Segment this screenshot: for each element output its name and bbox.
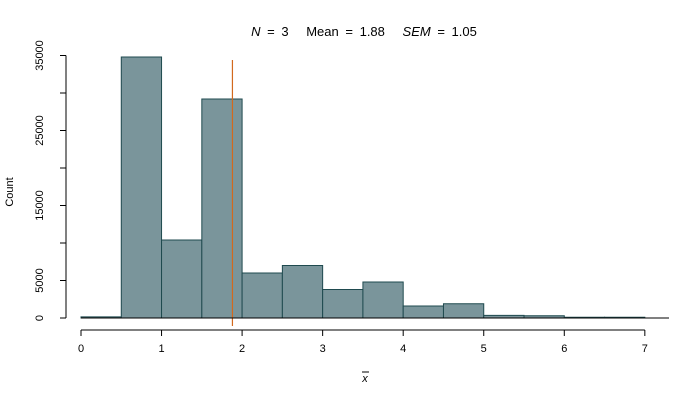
title-mean-equals: = [345, 24, 353, 39]
x-axis-label: x [361, 373, 368, 385]
y-axis-tick-label-3: 25000 [34, 115, 46, 146]
histogram-bar-5 [281, 265, 324, 319]
x-axis-tick-label-2: 2 [239, 343, 245, 355]
title-mean-value: 1.88 [360, 24, 385, 39]
y-axis-label: Count [4, 177, 16, 206]
x-axis-tick-label-1: 1 [158, 343, 164, 355]
histogram-bars [80, 56, 646, 319]
y-axis-ticks: 0 5000 15000 25000 35000 [34, 40, 66, 321]
x-axis-tick-label-5: 5 [481, 343, 487, 355]
title-n-label: N [251, 24, 261, 39]
x-axis-tick-label-7: 7 [642, 343, 648, 355]
title-sem-equals: = [437, 24, 445, 39]
y-axis-tick-label-0: 0 [34, 315, 46, 321]
histogram-bar-8 [402, 305, 444, 319]
x-axis-tick-label-6: 6 [561, 343, 567, 355]
y-axis-tick-label-4: 35000 [34, 40, 46, 71]
chart-title: N = 3 Mean = 1.88 SEM = 1.05 [251, 24, 477, 39]
histogram-bar-3 [201, 98, 243, 319]
x-axis-tick-label-0: 0 [78, 343, 84, 355]
title-n-equals: = [267, 24, 275, 39]
histogram-bar-2 [161, 239, 203, 319]
histogram-bar-4 [241, 272, 283, 319]
histogram-bar-7 [362, 281, 404, 319]
histogram-bar-9 [442, 303, 485, 319]
y-axis-tick-label-2: 15000 [34, 190, 46, 221]
title-mean-label: Mean [306, 24, 339, 39]
x-axis-ticks: 0 1 2 3 4 5 6 7 [78, 329, 648, 355]
x-axis-tick-label-4: 4 [400, 343, 406, 355]
title-sem-value: 1.05 [452, 24, 477, 39]
histogram-bar-6 [322, 289, 364, 319]
y-axis-tick-label-1: 5000 [34, 268, 46, 292]
histogram-bar-1 [120, 56, 163, 319]
title-n-value: 3 [281, 24, 288, 39]
title-sem-label: SEM [403, 24, 431, 39]
x-axis-tick-label-3: 3 [320, 343, 326, 355]
